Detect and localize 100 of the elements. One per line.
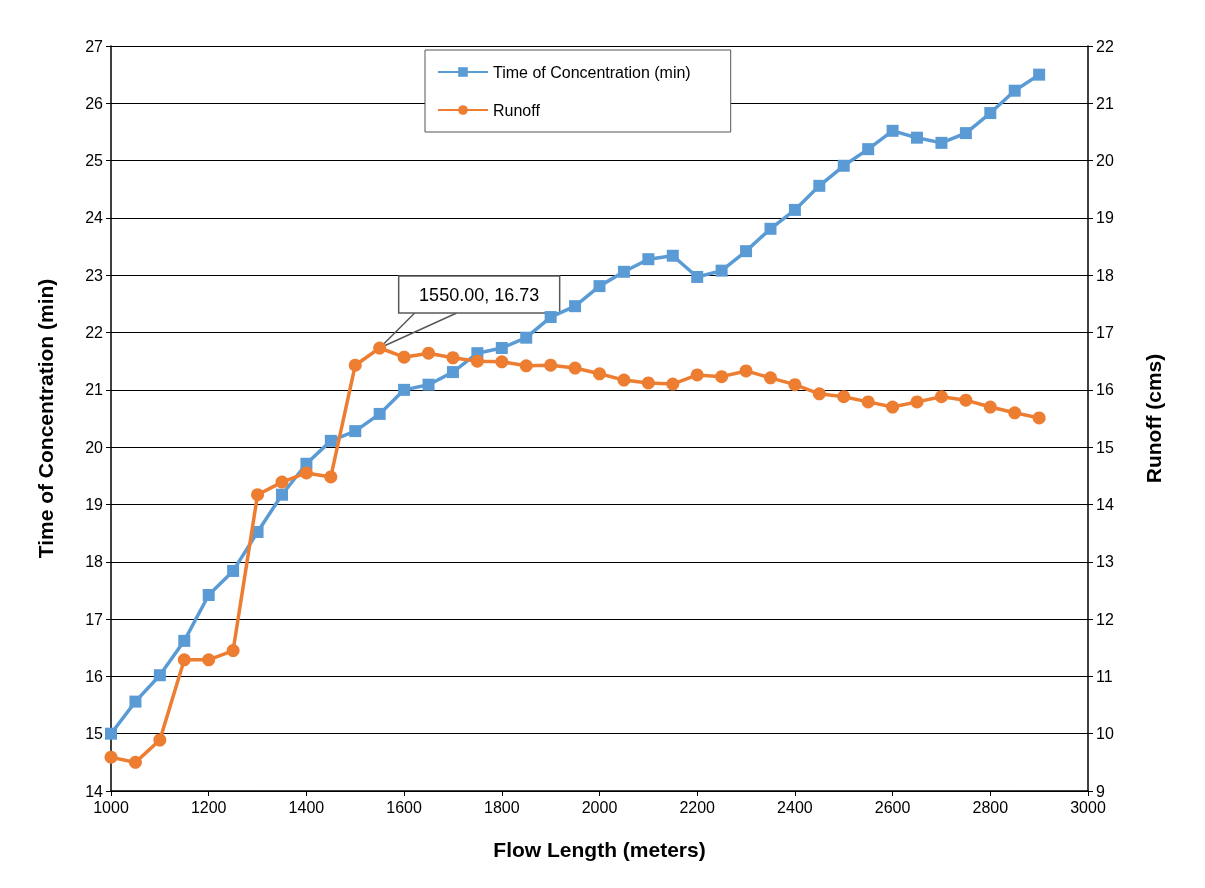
y2-tick-label: 22 (1096, 37, 1114, 55)
y2-tick-label: 9 (1096, 782, 1105, 800)
point (1008, 406, 1022, 420)
point (104, 750, 118, 764)
y-tick-label: 24 (85, 209, 104, 227)
point (202, 589, 215, 602)
x-tick-label: 2800 (972, 798, 1009, 816)
y2-tick-label: 20 (1096, 152, 1114, 170)
point (299, 466, 313, 480)
annotation: 1550.00, 16.73 (419, 284, 540, 305)
point (422, 378, 435, 391)
point (788, 378, 802, 392)
y-tick-label: 22 (85, 324, 104, 342)
x-tick-label: 2600 (874, 798, 911, 816)
legend-label: Runoff (493, 101, 541, 119)
point (763, 371, 777, 385)
point (446, 366, 459, 379)
point (666, 249, 679, 262)
x-tick-label: 2000 (581, 798, 618, 816)
y-tick-label: 19 (85, 495, 104, 513)
y-tick-label: 20 (85, 438, 104, 456)
point (202, 653, 216, 667)
y-tick-label: 17 (85, 610, 104, 628)
point (495, 342, 508, 355)
y-tick-label: 14 (85, 782, 104, 800)
y2-tick-label: 17 (1096, 324, 1114, 342)
point (617, 265, 630, 278)
point (837, 390, 851, 404)
point (105, 727, 117, 740)
point (324, 434, 337, 447)
y2-tick-label: 10 (1096, 725, 1114, 743)
point (788, 203, 801, 216)
y-tick-label: 27 (85, 37, 104, 55)
point (422, 346, 436, 360)
y-tick-label: 18 (85, 553, 104, 571)
x-tick-label: 1400 (288, 798, 325, 816)
point (275, 475, 289, 489)
point (495, 355, 509, 369)
point (324, 470, 338, 484)
point (520, 331, 533, 344)
point (373, 407, 386, 420)
x-tick-label: 1600 (386, 798, 422, 816)
y2-tick-label: 15 (1096, 438, 1114, 456)
point (398, 383, 411, 396)
y-tick-label: 21 (85, 381, 104, 399)
point (911, 131, 924, 144)
point (153, 733, 167, 747)
x-tick-label: 3000 (1070, 798, 1106, 816)
y-tick-label: 23 (85, 266, 104, 284)
legend-label: Time of Concentration (min) (493, 63, 691, 81)
point (983, 400, 997, 414)
point (886, 124, 899, 137)
point (617, 373, 631, 387)
y2-tick-label: 14 (1096, 495, 1114, 513)
y2-tick-label: 21 (1096, 94, 1114, 112)
point (812, 387, 826, 401)
point (813, 179, 826, 192)
point (715, 370, 729, 384)
point (129, 695, 142, 708)
point (446, 351, 460, 365)
point (153, 669, 166, 682)
point (861, 395, 875, 409)
x-tick-label: 1000 (93, 798, 129, 816)
x-tick-label: 2400 (777, 798, 813, 816)
point (739, 364, 753, 378)
point (862, 143, 875, 156)
point (764, 222, 777, 235)
y-tick-label: 26 (85, 94, 104, 112)
y2-tick-label: 18 (1096, 266, 1114, 284)
x-tick-label: 1800 (484, 798, 520, 816)
point (984, 107, 997, 120)
y2-tick-label: 11 (1096, 667, 1113, 685)
point (349, 425, 362, 438)
point (275, 488, 288, 501)
point (373, 341, 387, 355)
point (1008, 84, 1021, 97)
point (715, 264, 728, 277)
point (128, 755, 142, 769)
y-tick-label: 15 (85, 725, 104, 743)
point (642, 253, 655, 266)
point (641, 376, 655, 390)
point (177, 653, 191, 667)
point (1032, 411, 1046, 425)
point (544, 311, 557, 324)
point (470, 354, 484, 368)
point (1033, 68, 1046, 81)
point (226, 644, 240, 658)
point (959, 127, 972, 140)
point (691, 270, 704, 283)
y2-tick-label: 16 (1096, 381, 1114, 399)
point (569, 300, 582, 313)
point (568, 361, 582, 375)
point (886, 400, 900, 414)
point (178, 634, 191, 647)
point (519, 359, 533, 373)
point (348, 358, 362, 372)
y2-tick-label: 12 (1096, 610, 1114, 628)
point (935, 136, 948, 149)
point (593, 367, 606, 381)
point (593, 280, 606, 293)
